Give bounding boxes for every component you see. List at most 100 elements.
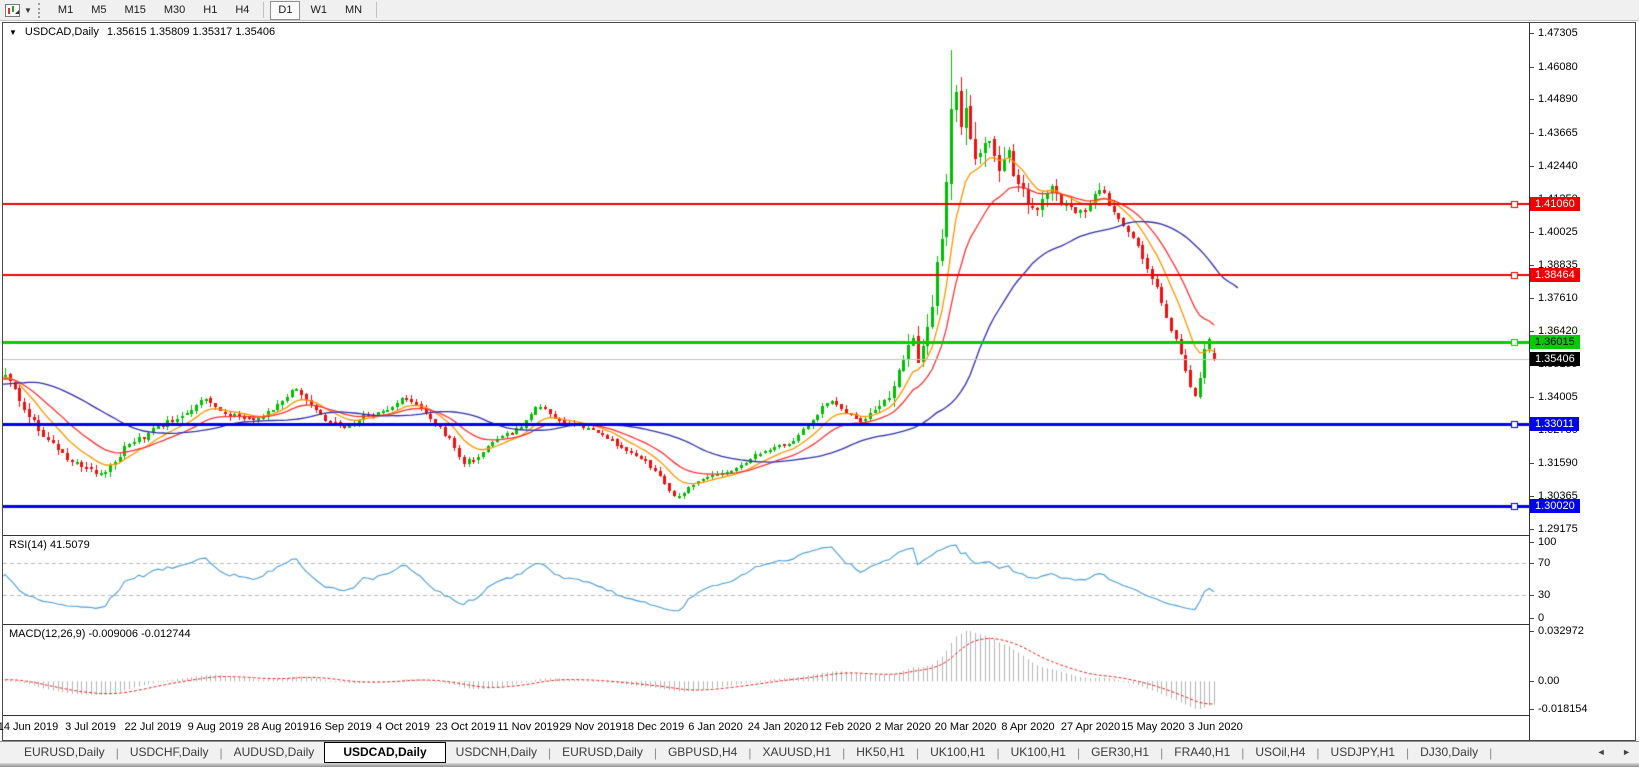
tab-separator: | (1241, 745, 1245, 760)
tab-usdcad-daily[interactable]: USDCAD,Daily (324, 742, 446, 763)
tab-eurusd-daily[interactable]: EURUSD,Daily (562, 745, 643, 759)
date-label: 29 Nov 2019 (559, 721, 622, 733)
rsi-tick: 0 (1530, 611, 1544, 625)
price-tick: 1.40025 (1530, 225, 1578, 239)
tab-gbpusd-h4[interactable]: GBPUSD,H4 (667, 745, 738, 759)
level-badge-1-30020[interactable]: 1.30020 (1530, 498, 1580, 513)
macd-tick: 0.032972 (1530, 624, 1584, 638)
tabs-scroll-left-icon[interactable]: ◄ (1596, 747, 1606, 757)
date-label: 14 Jun 2019 (0, 721, 59, 733)
chart-tabs: ◄ ► EURUSD,Daily | USDCHF,Daily | AUDUSD,Dai… (0, 741, 1639, 763)
status-strip (0, 763, 1639, 767)
toolbar-grip[interactable] (37, 2, 44, 18)
timeframe-button-h4[interactable]: H4 (235, 3, 250, 16)
macd-axis: 0.032972 0.00 -0.018154 (1530, 625, 1637, 716)
toolbar-separator (263, 2, 265, 18)
tab-separator: | (653, 745, 657, 760)
main-chart-canvas[interactable] (3, 23, 1529, 535)
price-tick: 1.43665 (1530, 126, 1578, 140)
tab-usdcnh-daily[interactable]: USDCNH,Daily (455, 745, 538, 759)
date-label: 2 Mar 2020 (875, 721, 931, 733)
tabs-scroll-arrows: ◄ ► (1583, 747, 1631, 757)
date-axis: 14 Jun 2019 3 Jul 2019 22 Jul 2019 9 Aug 20… (0, 716, 1530, 740)
price-axis: 1.473051.460801.448901.436651.424401.412… (1530, 23, 1637, 536)
date-label: 15 May 2020 (1121, 721, 1185, 733)
toolbar-separator (376, 2, 378, 18)
tab-audusd-daily[interactable]: AUDUSD,Daily (233, 745, 315, 759)
tab-separator: | (748, 745, 752, 760)
tab-usdjpy-h1[interactable]: USDJPY,H1 (1330, 745, 1396, 759)
tab-separator: | (996, 745, 1000, 760)
timeframe-button-m30[interactable]: M30 (163, 3, 186, 16)
timeframe-button-w1[interactable]: W1 (310, 3, 327, 16)
collapse-icon[interactable]: ▼ (9, 27, 17, 37)
price-tick: 1.44890 (1530, 92, 1578, 106)
tab-fra40-h1[interactable]: FRA40,H1 (1174, 745, 1231, 759)
tab-usdchf-daily[interactable]: USDCHF,Daily (129, 745, 209, 759)
price-tick: 1.47305 (1530, 26, 1578, 40)
tab-separator: | (1489, 745, 1493, 760)
tab-separator: | (842, 745, 846, 760)
timeframe-groups: M1 M5 M15 M30 H1 H4 D1 W1 MN (49, 0, 382, 20)
macd-canvas[interactable] (3, 625, 1529, 715)
price-tick: 1.34005 (1530, 390, 1578, 404)
price-tick: 1.31590 (1530, 456, 1578, 470)
date-label: 11 Nov 2019 (497, 721, 559, 733)
charts-toolbar-icon[interactable] (3, 2, 21, 18)
date-label: 9 Aug 2019 (187, 721, 244, 733)
timeframe-button-m15[interactable]: M15 (124, 3, 146, 16)
date-label: 18 Dec 2019 (621, 721, 685, 733)
ohlc-values: 1.35615 1.35809 1.35317 1.35406 (106, 26, 276, 38)
price-tick: 1.38835 (1530, 258, 1578, 272)
timeframe-toolbar: ▼ M1 M5 M15 M30 H1 H4 D1 W1 MN (0, 0, 1639, 21)
date-label: 27 Apr 2020 (1060, 721, 1121, 733)
chart-title: ▼ USDCAD,Daily 1.35615 1.35809 1.35317 1… (9, 26, 275, 38)
rsi-axis: 100 70 30 0 (1530, 536, 1637, 625)
date-label: 4 Oct 2019 (376, 721, 430, 733)
tab-dj30-daily[interactable]: DJ30,Daily (1420, 745, 1479, 759)
rsi-label: RSI(14) 41.5079 (9, 539, 90, 551)
level-badge-1-41060[interactable]: 1.41060 (1530, 196, 1580, 211)
charts-dropdown-caret[interactable]: ▼ (24, 5, 32, 15)
tab-separator: | (915, 745, 920, 760)
tab-separator: | (1406, 745, 1410, 760)
timeframe-button-mn[interactable]: MN (344, 3, 363, 16)
level-badge-1-38464[interactable]: 1.38464 (1530, 267, 1580, 282)
macd-pane: MACD(12,26,9) -0.009006 -0.012744 (3, 625, 1530, 716)
date-label: 12 Feb 2020 (809, 721, 872, 733)
price-tick: 1.46080 (1530, 60, 1578, 74)
date-label: 20 Mar 2020 (934, 721, 997, 733)
timeframe-button-m1[interactable]: M1 (57, 3, 74, 16)
tab-eurusd-daily[interactable]: EURUSD,Daily (24, 745, 105, 759)
tab-separator: | (219, 745, 223, 760)
rsi-tick: 30 (1530, 588, 1550, 602)
rsi-tick: 70 (1530, 556, 1550, 570)
tab-xauusd-h1[interactable]: XAUUSD,H1 (762, 745, 832, 759)
tab-uk100-h1[interactable]: UK100,H1 (930, 745, 986, 759)
current-price-badge: 1.35406 (1530, 351, 1580, 366)
chart-window: ▼ USDCAD,Daily 1.35615 1.35809 1.35317 1… (0, 22, 1637, 741)
tab-separator: | (1316, 745, 1320, 760)
level-badge-1-33011[interactable]: 1.33011 (1530, 417, 1579, 432)
timeframe-button-m5[interactable]: M5 (91, 3, 107, 16)
macd-label: MACD(12,26,9) -0.009006 -0.012744 (9, 628, 191, 640)
tab-separator: | (548, 745, 552, 760)
chart-cursor-icon (4, 3, 20, 17)
date-label: 6 Jan 2020 (688, 721, 743, 733)
macd-tick: 0.00 (1530, 674, 1559, 688)
tabs-scroll-right-icon[interactable]: ► (1622, 747, 1631, 757)
date-label: 8 Apr 2020 (1001, 721, 1055, 733)
tab-separator: | (1076, 745, 1081, 760)
tab-ger30-h1[interactable]: GER30,H1 (1091, 745, 1150, 759)
price-tick: 1.37610 (1530, 291, 1578, 305)
timeframe-button-d1[interactable]: D1 (270, 0, 301, 20)
timeframe-button-h1[interactable]: H1 (203, 3, 218, 16)
tab-uk100-h1[interactable]: UK100,H1 (1010, 745, 1066, 759)
tab-hk50-h1[interactable]: HK50,H1 (856, 745, 905, 759)
rsi-canvas[interactable] (3, 536, 1529, 624)
level-badge-1-36015[interactable]: 1.36015 (1530, 334, 1580, 349)
date-label: 3 Jun 2020 (1188, 721, 1243, 733)
tab-usoil-h4[interactable]: USOil,H4 (1255, 745, 1306, 759)
symbol-period-label: USDCAD,Daily (24, 26, 99, 38)
price-tick: 1.42440 (1530, 159, 1578, 173)
